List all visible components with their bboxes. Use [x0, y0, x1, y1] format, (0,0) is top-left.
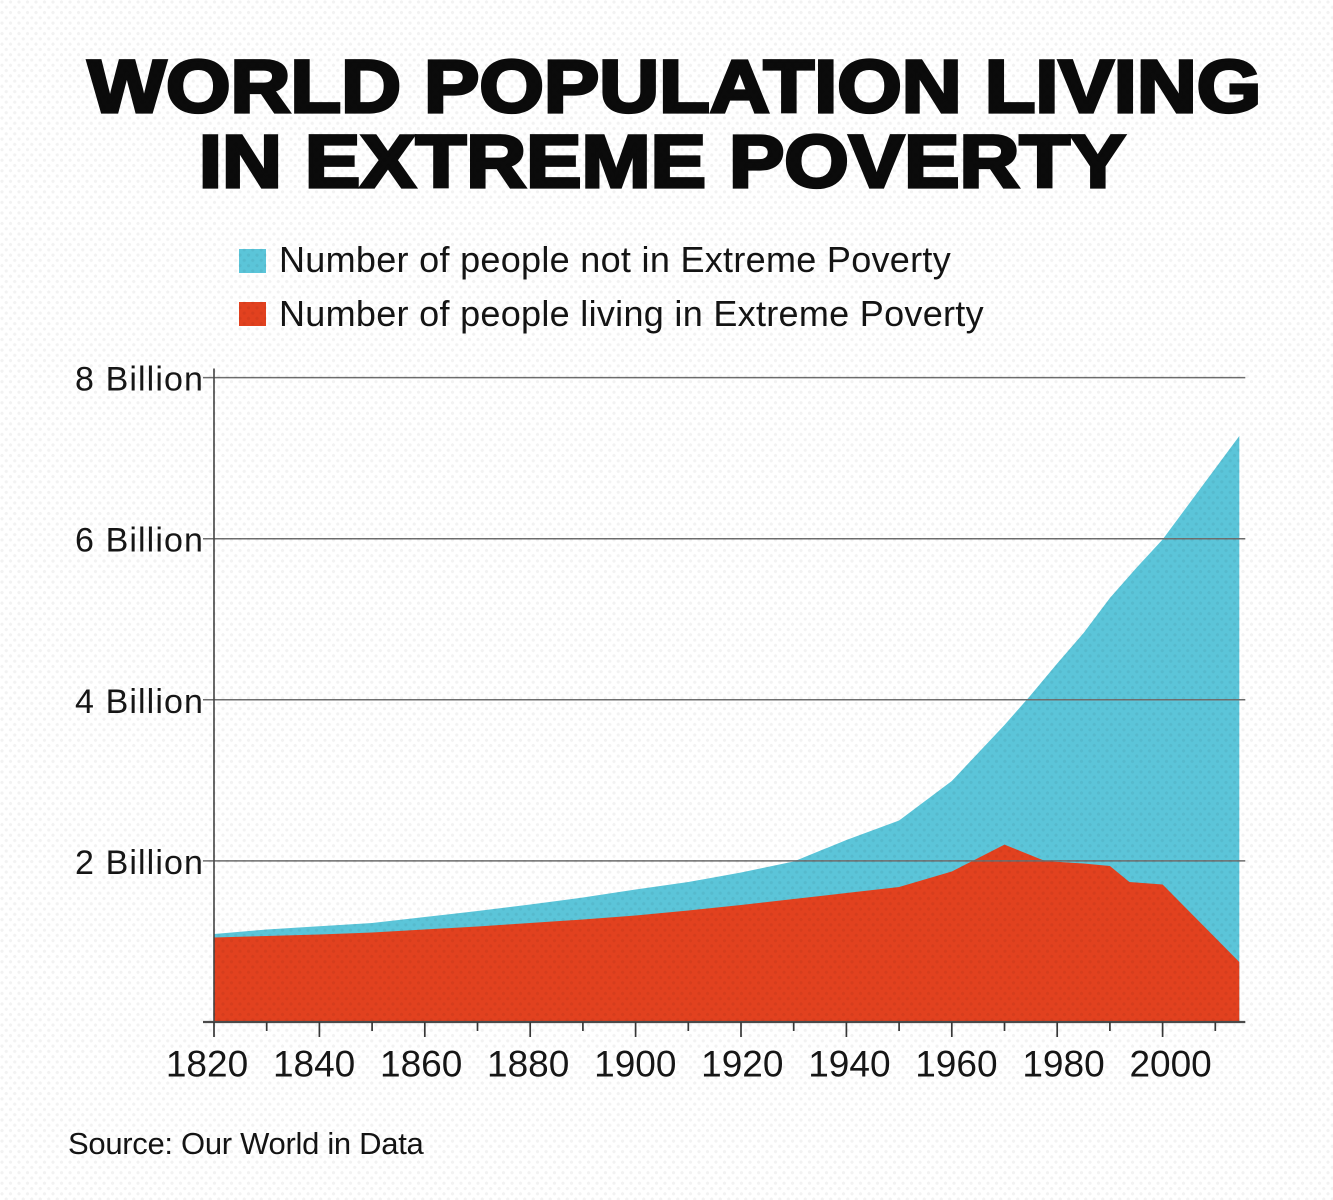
svg-text:6 Billion: 6 Billion — [75, 522, 204, 560]
svg-text:8 Billion: 8 Billion — [75, 361, 204, 399]
svg-text:2000: 2000 — [1129, 1044, 1211, 1085]
svg-text:4 Billion: 4 Billion — [75, 683, 204, 721]
svg-text:1860: 1860 — [380, 1044, 462, 1085]
svg-text:1980: 1980 — [1022, 1044, 1104, 1085]
svg-text:1900: 1900 — [594, 1044, 676, 1085]
svg-text:1840: 1840 — [273, 1044, 355, 1085]
svg-text:1960: 1960 — [915, 1044, 997, 1085]
svg-text:1820: 1820 — [166, 1044, 248, 1085]
svg-text:1880: 1880 — [487, 1044, 569, 1085]
svg-text:1940: 1940 — [808, 1044, 890, 1085]
svg-text:2 Billion: 2 Billion — [75, 844, 204, 882]
svg-text:1920: 1920 — [701, 1044, 783, 1085]
